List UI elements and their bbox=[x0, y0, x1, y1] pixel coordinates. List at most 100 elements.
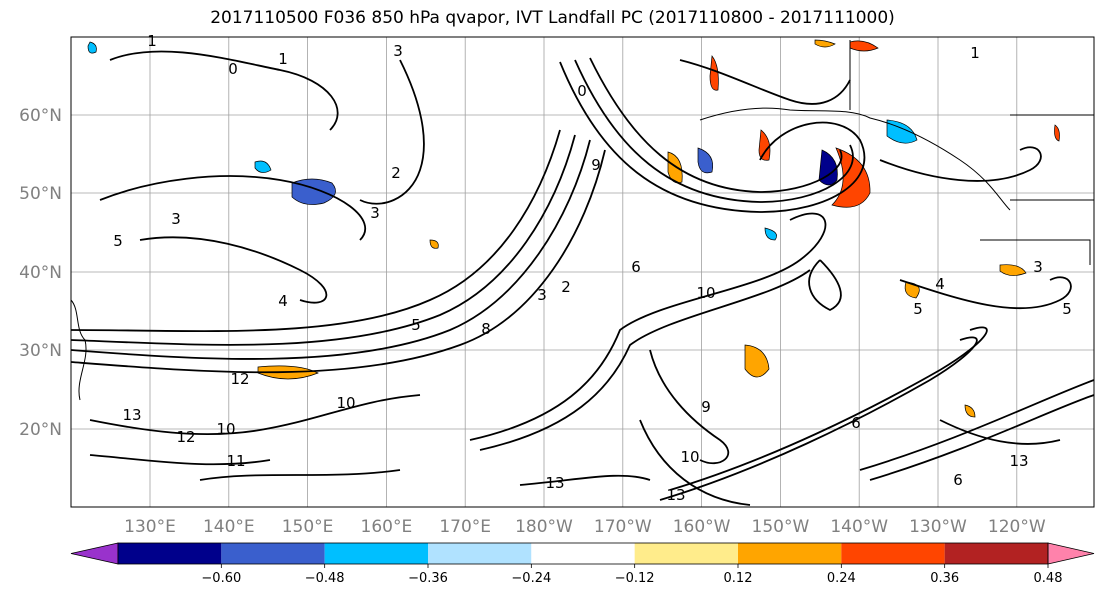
colorbar-tick-label: 0.24 bbox=[827, 571, 856, 586]
contour-line bbox=[70, 139, 591, 360]
colorbar-tick-label: 0.48 bbox=[1034, 571, 1063, 586]
contour-line bbox=[519, 474, 651, 486]
lat-label: 20°N bbox=[19, 420, 62, 440]
contour-line bbox=[639, 419, 751, 506]
longitude-labels: 130°E 140°E 150°E 160°E 170°E 180°W 170°W 160°W… bbox=[124, 517, 1046, 537]
contour-line bbox=[869, 394, 1095, 481]
contour-label: 9 bbox=[591, 156, 601, 174]
colorbar-frame bbox=[117, 542, 1049, 565]
contour-line bbox=[89, 394, 421, 436]
contour-line bbox=[109, 50, 339, 131]
lon-label: 170°E bbox=[439, 517, 491, 537]
shade-feature bbox=[764, 227, 777, 241]
colorbar-tick-label: −0.60 bbox=[201, 571, 241, 586]
contour-label: 3 bbox=[393, 42, 403, 60]
contour-line bbox=[859, 379, 1095, 471]
contour-line bbox=[139, 236, 328, 304]
contour-line bbox=[199, 469, 401, 481]
colorbar: −0.60 −0.48 −0.36 −0.24 −0.12 0.12 0.24 0.36 0.4… bbox=[70, 542, 1095, 586]
contour-line bbox=[574, 59, 854, 203]
lon-label: 150°W bbox=[752, 517, 810, 537]
colorbar-extend-max bbox=[1047, 542, 1095, 565]
shade-feature bbox=[291, 178, 336, 205]
contour-label: 6 bbox=[631, 258, 641, 276]
contour-label: 1 bbox=[970, 44, 980, 62]
colorbar-extend-min bbox=[70, 542, 119, 565]
colorbar-segment bbox=[118, 543, 222, 564]
shade-feature bbox=[849, 40, 879, 52]
border-line bbox=[849, 40, 1094, 201]
contour-line bbox=[879, 146, 1042, 182]
lat-label: 40°N bbox=[19, 263, 62, 283]
lat-label: 30°N bbox=[19, 341, 62, 361]
lon-label: 160°E bbox=[361, 517, 413, 537]
shade-feature bbox=[964, 404, 976, 418]
contour-label: 5 bbox=[113, 232, 123, 250]
contour-line bbox=[589, 57, 843, 193]
contour-line bbox=[89, 454, 271, 466]
contour-line bbox=[808, 259, 842, 312]
colorbar-segment bbox=[531, 543, 635, 564]
contour-label: 5 bbox=[1062, 300, 1072, 318]
shade-feature bbox=[429, 239, 439, 249]
shade-feature bbox=[1054, 124, 1060, 142]
shade-feature bbox=[709, 55, 719, 91]
lon-label: 140°E bbox=[203, 517, 255, 537]
contour-label: 3 bbox=[1033, 258, 1043, 276]
map-border bbox=[70, 36, 1095, 508]
lon-label: 160°W bbox=[673, 517, 731, 537]
contour-label: 10 bbox=[216, 420, 235, 438]
contour-line bbox=[359, 59, 425, 205]
contour-line bbox=[559, 61, 866, 213]
contour-label: 2 bbox=[561, 278, 571, 296]
map-title: 2017110500 F036 850 hPa qvapor, IVT Land… bbox=[210, 8, 895, 28]
colorbar-segment bbox=[944, 543, 1048, 564]
lon-label: 130°E bbox=[124, 517, 176, 537]
contour-labels: 11 13332009455610108412101213111313109136… bbox=[113, 32, 1072, 504]
contour-label: 11 bbox=[226, 452, 245, 470]
contour-label: 10 bbox=[696, 284, 715, 302]
colorbar-tick-label: −0.36 bbox=[408, 571, 448, 586]
contour-label: 3 bbox=[171, 210, 181, 228]
colorbar-tick-label: 0.12 bbox=[724, 571, 753, 586]
shade-feature bbox=[814, 39, 836, 48]
latitude-labels: 60°N 50°N 40°N 30°N 20°N bbox=[19, 106, 62, 440]
contour-label: 9 bbox=[701, 398, 711, 416]
lon-label: 130°W bbox=[909, 517, 967, 537]
contour-label: 10 bbox=[336, 394, 355, 412]
contour-line bbox=[70, 129, 561, 333]
contour-label: 6 bbox=[953, 471, 963, 489]
lat-label: 50°N bbox=[19, 184, 62, 204]
shade-feature bbox=[818, 149, 838, 186]
contour-label: 4 bbox=[278, 292, 288, 310]
ivt-contours bbox=[70, 50, 1095, 506]
contour-label: 5 bbox=[411, 316, 421, 334]
contour-line bbox=[669, 326, 988, 491]
contour-label: 13 bbox=[1009, 452, 1028, 470]
contour-line bbox=[70, 149, 606, 374]
contour-label: 12 bbox=[230, 370, 249, 388]
lon-label: 140°W bbox=[830, 517, 888, 537]
contour-label: 4 bbox=[935, 275, 945, 293]
contour-label: 10 bbox=[680, 448, 699, 466]
shade-feature bbox=[744, 344, 770, 378]
contour-line bbox=[99, 175, 367, 241]
colorbar-tick-label: 0.36 bbox=[930, 571, 959, 586]
colorbar-tick-label: −0.24 bbox=[511, 571, 551, 586]
colorbar-tick-label: −0.48 bbox=[305, 571, 345, 586]
lon-label: 180°W bbox=[515, 517, 573, 537]
lat-label: 60°N bbox=[19, 106, 62, 126]
contour-label: 0 bbox=[577, 82, 587, 100]
coastline bbox=[699, 107, 1011, 211]
shade-feature bbox=[999, 264, 1027, 276]
shade-feature bbox=[697, 147, 714, 174]
colorbar-segment bbox=[324, 543, 428, 564]
colorbar-segment bbox=[841, 543, 945, 564]
contour-label: 13 bbox=[666, 486, 685, 504]
contour-label: 12 bbox=[176, 428, 195, 446]
lon-label: 120°W bbox=[988, 517, 1046, 537]
contour-label: 3 bbox=[370, 204, 380, 222]
coastline bbox=[70, 299, 87, 401]
contour-line bbox=[479, 269, 811, 451]
